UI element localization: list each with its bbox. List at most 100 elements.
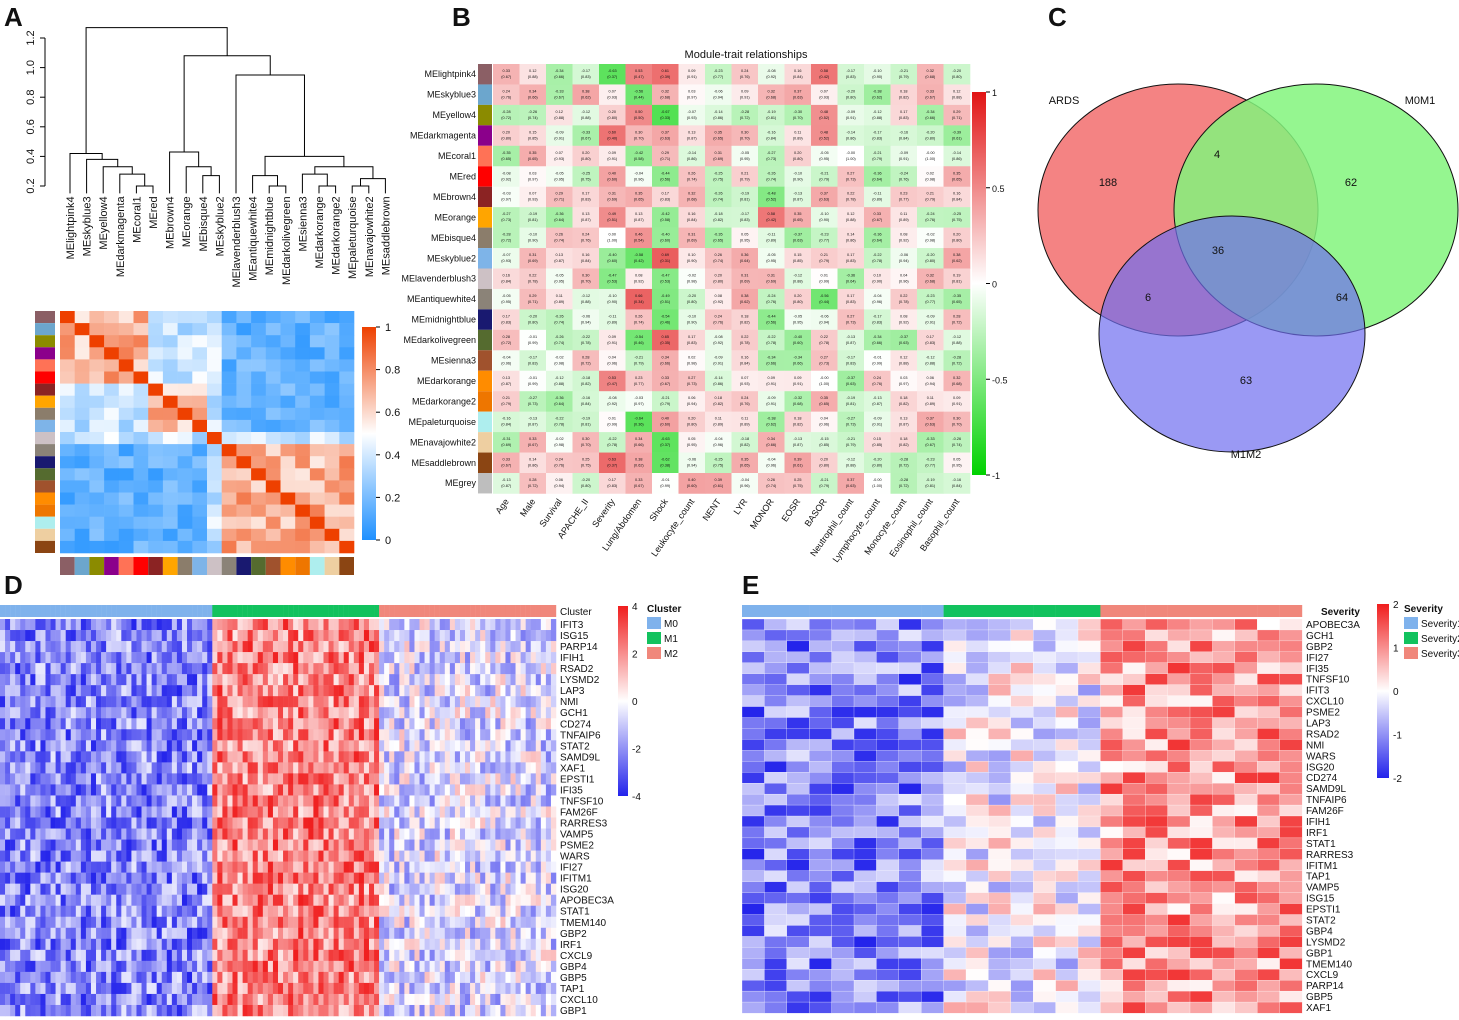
expression-cell	[419, 773, 425, 785]
trait-cell-pvalue: (0.74)	[952, 443, 963, 447]
trait-cell-value: -0.11	[608, 314, 616, 318]
expression-cell	[449, 905, 456, 917]
trait-cell-value: -0.48	[767, 192, 776, 196]
tom-cell	[89, 540, 105, 554]
expression-cell	[535, 806, 542, 818]
expression-cell	[338, 652, 344, 664]
dendro-leaf-label: MEred	[148, 196, 160, 228]
expression-cell	[485, 740, 491, 752]
expression-cell	[419, 828, 425, 840]
expression-cell	[10, 883, 16, 895]
expression-cell	[70, 817, 77, 829]
expression-cell	[490, 817, 496, 829]
expression-cell	[303, 696, 309, 708]
expression-cell	[550, 850, 557, 862]
group-annotation-cell	[116, 605, 122, 617]
expression-cell	[520, 861, 526, 873]
expression-cell	[55, 828, 61, 840]
expression-cell	[166, 784, 173, 796]
expression-cell	[116, 619, 122, 631]
expression-cell	[10, 652, 16, 664]
trait-row-color	[478, 207, 492, 228]
expression-cell	[106, 674, 112, 686]
expression-cell	[333, 729, 339, 741]
tom-cell	[280, 323, 296, 336]
expression-cell	[404, 894, 410, 906]
expression-cell	[535, 894, 542, 906]
expression-cell	[146, 927, 152, 940]
trait-cell	[917, 145, 944, 167]
trait-cell-value: 0.09	[741, 89, 748, 93]
tom-cell	[118, 323, 134, 336]
trait-cell-pvalue: (0.80)	[872, 464, 883, 468]
expression-cell	[146, 685, 152, 697]
expression-cell	[10, 806, 16, 818]
trait-cell-pvalue: (0.73)	[528, 402, 539, 406]
expression-cell	[192, 806, 198, 818]
expression-cell	[90, 806, 97, 818]
expression-cell	[267, 740, 274, 752]
expression-cell	[459, 773, 466, 785]
expression-cell	[141, 762, 147, 774]
trait-cell	[758, 329, 785, 351]
trait-cell-value: -0.05	[820, 151, 829, 155]
tom-cell	[236, 492, 252, 505]
expression-cell	[409, 839, 415, 851]
trait-cell-pvalue: (0.74)	[687, 177, 698, 181]
expression-cell	[55, 674, 61, 686]
expression-cell	[358, 740, 365, 752]
expression-cell	[252, 773, 259, 785]
expression-cell	[166, 916, 173, 929]
expression-cell	[136, 685, 142, 697]
expression-cell	[348, 828, 355, 840]
expression-cell	[429, 817, 435, 829]
expression-cell	[459, 784, 466, 796]
expression-cell	[283, 740, 289, 752]
expression-cell	[419, 839, 425, 851]
expression-cell	[5, 685, 11, 697]
expression-cell	[35, 905, 41, 917]
expression-cell	[338, 685, 344, 697]
trait-cell-value: -0.06	[899, 253, 908, 257]
trait-cell	[837, 125, 865, 147]
expression-cell	[550, 740, 557, 752]
expression-cell	[399, 872, 405, 884]
expression-cell	[490, 916, 496, 929]
expression-cell	[267, 718, 274, 730]
expression-cell	[131, 619, 137, 631]
tom-cell	[192, 468, 208, 481]
expression-cell	[480, 872, 486, 884]
expression-cell	[146, 696, 152, 708]
expression-cell	[70, 927, 77, 940]
tom-cell	[60, 540, 75, 554]
expression-cell	[207, 839, 213, 851]
trait-cell-pvalue: (0.90)	[607, 300, 618, 304]
trait-cell-pvalue: (0.83)	[846, 259, 857, 263]
expression-cell	[262, 839, 269, 851]
trait-cell	[572, 64, 600, 85]
expression-cell	[545, 718, 552, 730]
expression-cell	[176, 795, 183, 807]
expression-cell	[328, 663, 334, 675]
expression-cell	[146, 850, 152, 862]
expression-cell	[434, 641, 440, 653]
expression-cell	[116, 729, 122, 741]
tom-cell	[265, 504, 281, 517]
expression-cell	[35, 927, 41, 940]
expression-cell	[495, 718, 501, 730]
trait-cell-pvalue: (0.90)	[687, 259, 698, 263]
expression-cell	[475, 894, 481, 906]
trait-cell-value: -0.64	[634, 417, 643, 421]
group-annotation-cell	[394, 605, 400, 617]
trait-cell	[784, 391, 812, 412]
expression-cell	[5, 773, 11, 785]
expression-cell	[257, 839, 264, 851]
group-annotation-cell	[156, 605, 162, 617]
expression-cell	[515, 619, 521, 631]
expression-cell	[550, 707, 557, 719]
tom-cell	[221, 504, 237, 517]
trait-cell-value: -0.36	[873, 233, 882, 237]
trait-cell-pvalue: (0.77)	[713, 75, 724, 79]
gene-label: RARRES3	[560, 819, 608, 830]
expression-cell	[247, 619, 253, 631]
